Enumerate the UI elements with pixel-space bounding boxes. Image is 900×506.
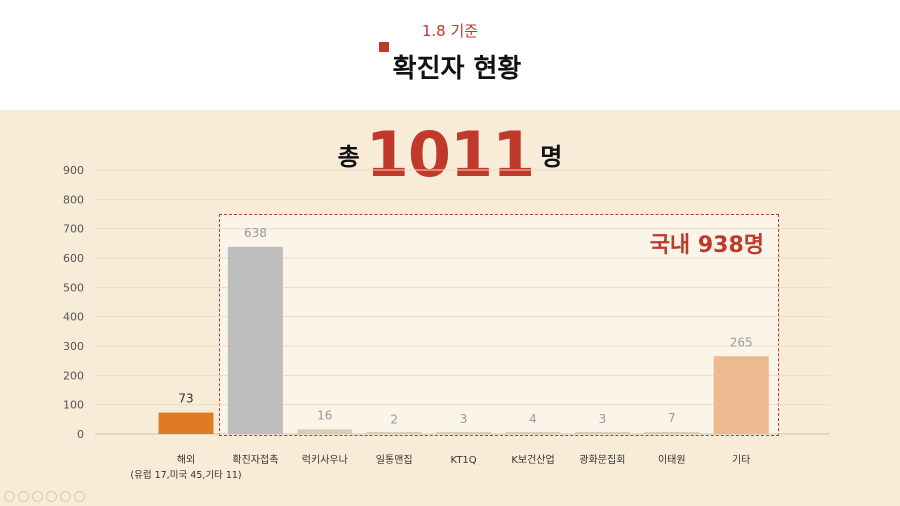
data-label: 7 [668, 411, 676, 425]
data-label: 16 [317, 408, 332, 422]
y-tick-label: 700 [63, 223, 84, 236]
total-prefix: 총 [337, 143, 360, 171]
bar [227, 246, 283, 434]
bar [644, 431, 700, 434]
bar [505, 432, 561, 434]
chart-panel [0, 110, 900, 506]
data-label: 73 [178, 392, 193, 406]
bar [713, 356, 769, 434]
y-tick-label: 900 [63, 164, 84, 177]
y-tick-label: 600 [63, 252, 84, 265]
prev-slide-icon[interactable] [4, 491, 15, 502]
x-tick-sublabel: (유럽 17,미국 45,기타 11) [130, 470, 241, 481]
bar [574, 432, 630, 434]
x-tick-label: 광화문집회 [579, 454, 625, 466]
x-tick-label: 기타 [732, 454, 750, 466]
y-tick-label: 400 [63, 311, 84, 324]
data-label: 265 [730, 335, 753, 349]
domestic-highlight-box: 국내 938명 [219, 214, 779, 436]
y-tick-label: 0 [77, 428, 84, 441]
data-label: 3 [460, 412, 468, 426]
title-square-icon [378, 42, 389, 52]
y-tick-label: 300 [63, 340, 84, 353]
date-label: 1.8 기준 [421, 22, 479, 40]
next-slide-icon[interactable] [18, 491, 29, 502]
total-number: 1011 [365, 118, 536, 191]
grid-icon[interactable] [46, 491, 57, 502]
page-title: 확진자 현황 [392, 54, 522, 84]
x-tick-label: 일통맨집 [376, 454, 413, 466]
bar [158, 412, 214, 434]
header [0, 0, 900, 110]
title-row: 확진자 현황 [0, 42, 900, 85]
pen-icon[interactable] [32, 491, 43, 502]
x-tick-label: 확진자접촉 [232, 454, 278, 466]
data-label: 3 [599, 412, 607, 426]
x-tick-label: 해외 [177, 453, 195, 466]
y-tick-label: 200 [63, 369, 84, 382]
data-label: 2 [390, 412, 398, 426]
bar [366, 432, 422, 434]
y-tick-label: 100 [63, 399, 84, 412]
total-suffix: 명 [540, 143, 563, 171]
zoom-icon[interactable] [60, 491, 71, 502]
x-tick-label: 이태원 [658, 454, 686, 466]
x-tick-label: 럭키사우나 [302, 454, 348, 466]
y-tick-label: 800 [63, 193, 84, 206]
total-count: 총1011 명 [0, 118, 900, 191]
y-tick-label: 500 [63, 281, 84, 294]
slide-controls[interactable] [4, 491, 85, 502]
x-tick-label: KT1Q [451, 455, 477, 466]
x-tick-label: K보건산업 [511, 453, 554, 466]
domestic-total-label: 국내 938명 [649, 233, 764, 258]
bar [436, 432, 492, 434]
bar [297, 429, 353, 434]
data-label: 638 [244, 226, 267, 240]
data-label: 4 [529, 412, 537, 426]
more-icon[interactable] [74, 491, 85, 502]
